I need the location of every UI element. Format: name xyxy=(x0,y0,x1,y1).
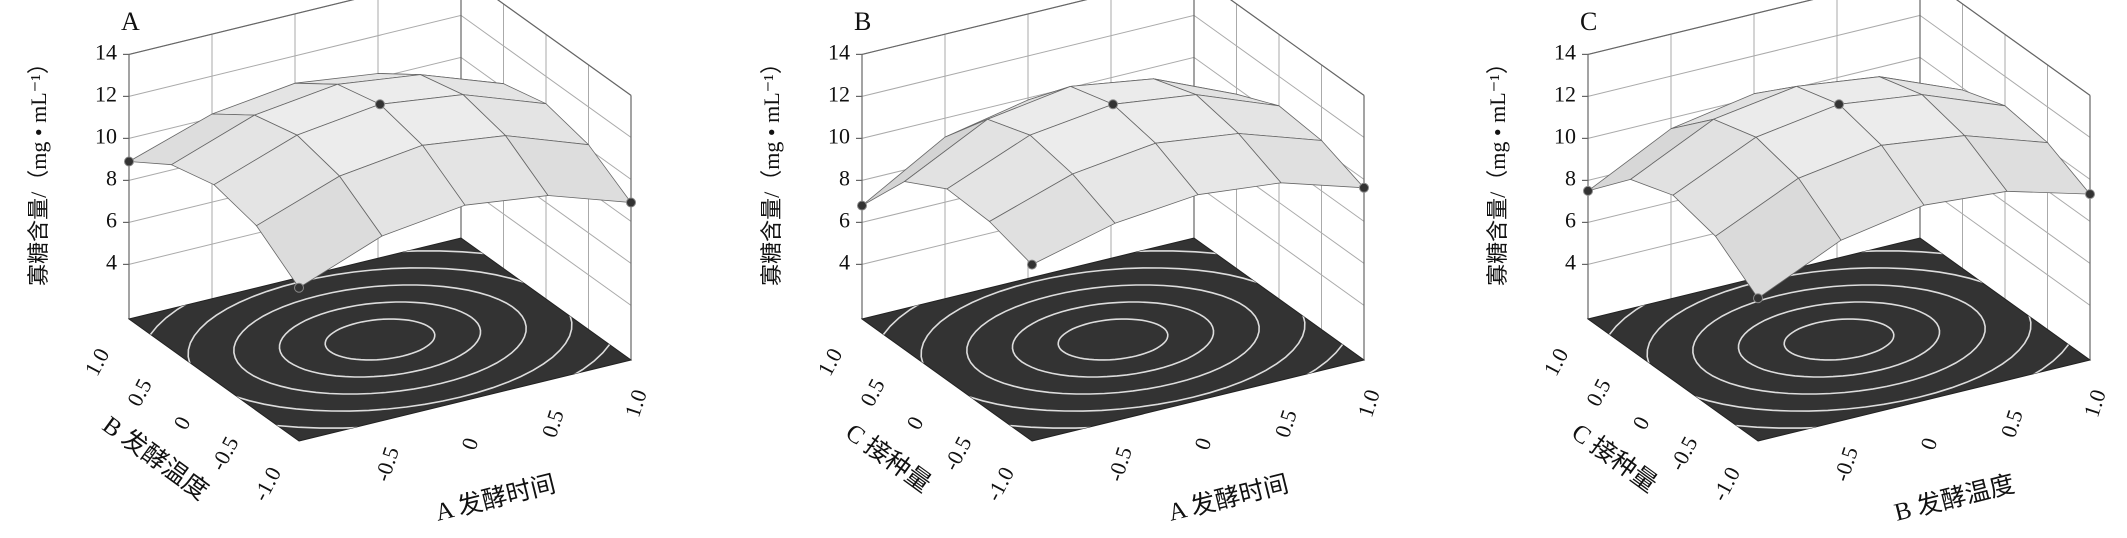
design-point xyxy=(1753,293,1763,304)
y-tick-label: 1.0 xyxy=(1538,344,1573,380)
z-tick-label: 6 xyxy=(839,207,850,232)
y-tick-label: -1.0 xyxy=(248,463,286,505)
y-axis-label: B 发酵温度 xyxy=(97,411,213,506)
design-point xyxy=(124,156,134,167)
y-tick-label: -1.0 xyxy=(981,463,1019,505)
contour xyxy=(966,284,1260,395)
design-point xyxy=(1583,185,1593,196)
floor xyxy=(1586,237,2092,442)
design-point xyxy=(626,197,636,208)
panel-title: C xyxy=(1580,7,1597,36)
design-point xyxy=(2085,189,2095,200)
x-axis-label: B 发酵温度 xyxy=(1891,470,2017,527)
design-point xyxy=(1108,99,1118,110)
x-tick-label: 0.5 xyxy=(1996,407,2028,441)
z-tick-label: 14 xyxy=(1554,39,1576,64)
surface-patch xyxy=(255,175,383,289)
x-tick-label: -0.5 xyxy=(1102,444,1137,485)
y-tick-label: 0 xyxy=(1627,412,1654,433)
contour xyxy=(233,284,527,395)
z-tick-label: 4 xyxy=(1565,249,1576,274)
design-point xyxy=(375,99,385,110)
y-tick-label: -1.0 xyxy=(1707,463,1745,505)
z-tick-label: 8 xyxy=(106,165,117,190)
y-tick-label: 0 xyxy=(168,412,195,433)
z-tick-label: 4 xyxy=(106,249,117,274)
z-tick-label: 12 xyxy=(828,81,850,106)
contour xyxy=(1011,301,1215,378)
x-tick-label: -0.5 xyxy=(369,444,404,485)
floor xyxy=(127,237,633,442)
z-tick-label: 6 xyxy=(106,207,117,232)
z-axis-label: 寡糖含量/（mg • mL⁻¹） xyxy=(759,52,784,286)
y-tick-label: 0 xyxy=(901,412,928,433)
z-tick-label: 12 xyxy=(1554,81,1576,106)
x-tick-label: 0.5 xyxy=(1270,407,1302,441)
x-axis-label: A 发酵时间 xyxy=(432,470,558,527)
z-tick-label: 14 xyxy=(828,39,850,64)
z-tick-label: 8 xyxy=(839,165,850,190)
z-axis-label: 寡糖含量/（mg • mL⁻¹） xyxy=(26,52,51,286)
z-tick-label: 8 xyxy=(1565,165,1576,190)
z-tick-label: 10 xyxy=(828,123,850,148)
z-tick-label: 10 xyxy=(95,123,117,148)
contour xyxy=(1737,301,1941,378)
contour xyxy=(324,318,436,361)
z-tick-label: 6 xyxy=(1565,207,1576,232)
z-tick-label: 14 xyxy=(95,39,117,64)
panel-title: A xyxy=(121,7,140,36)
y-tick-label: -0.5 xyxy=(1664,432,1702,474)
x-tick-label: 1.0 xyxy=(620,386,652,420)
z-tick-label: 4 xyxy=(839,249,850,274)
x-tick-label: 0 xyxy=(1189,435,1216,453)
z-tick-label: 10 xyxy=(1554,123,1576,148)
contour xyxy=(1692,284,1986,395)
y-tick-label: 0.5 xyxy=(122,374,157,410)
design-point xyxy=(1027,259,1037,270)
x-axis-label: A 发酵时间 xyxy=(1165,470,1291,527)
contour xyxy=(1783,318,1895,361)
design-point xyxy=(1359,182,1369,193)
axis-edge xyxy=(128,0,632,96)
y-tick-label: 0.5 xyxy=(855,374,890,410)
x-tick-label: -0.5 xyxy=(1828,444,1863,485)
design-point xyxy=(294,282,304,293)
y-tick-label: 1.0 xyxy=(812,344,847,380)
x-tick-label: 0.5 xyxy=(537,407,569,441)
x-tick-label: 1.0 xyxy=(1353,386,1385,420)
axis-edge xyxy=(1587,0,2091,96)
axis-edge xyxy=(861,0,1365,96)
floor xyxy=(860,237,1366,442)
z-tick-label: 12 xyxy=(95,81,117,106)
design-point xyxy=(1834,99,1844,110)
contour xyxy=(278,301,482,378)
x-tick-label: 0 xyxy=(1915,435,1942,453)
x-tick-label: 0 xyxy=(456,435,483,453)
contour xyxy=(1057,318,1169,361)
surface-patch xyxy=(988,173,1116,266)
y-tick-label: 0.5 xyxy=(1581,374,1616,410)
panel-title: B xyxy=(854,7,871,36)
y-tick-label: 1.0 xyxy=(79,344,114,380)
design-point xyxy=(857,200,867,211)
x-tick-label: 1.0 xyxy=(2079,386,2111,420)
y-tick-label: -0.5 xyxy=(938,432,976,474)
surface-patch xyxy=(1714,177,1842,299)
z-axis-label: 寡糖含量/（mg • mL⁻¹） xyxy=(1485,52,1510,286)
y-tick-label: -0.5 xyxy=(205,432,243,474)
